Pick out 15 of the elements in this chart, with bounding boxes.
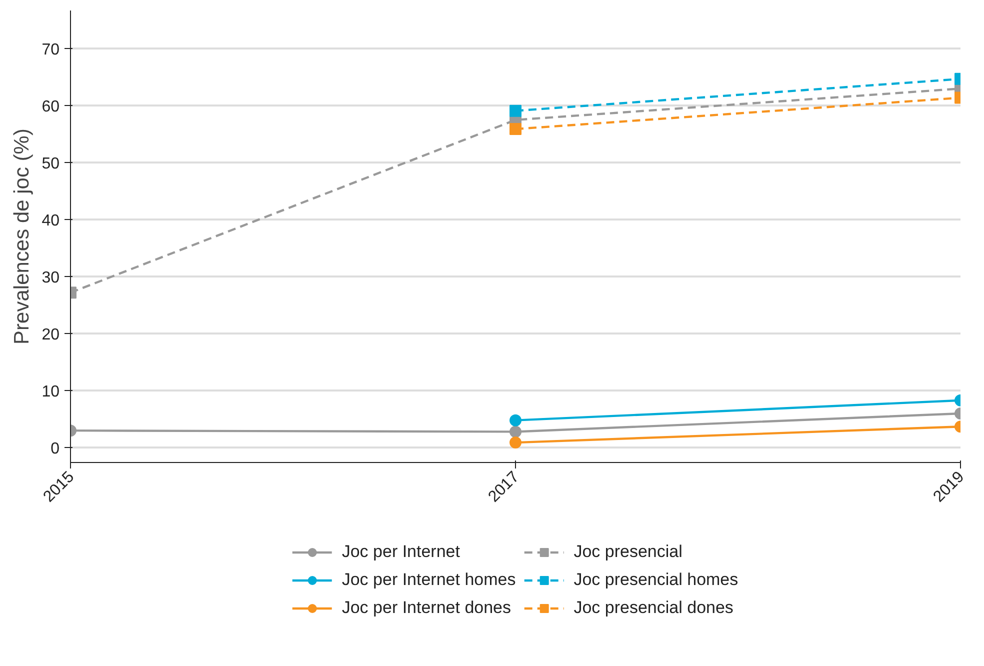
legend-label: Joc per Internet homes (342, 570, 516, 590)
y-tick-label: 40 (42, 212, 60, 230)
legend-label: Joc per Internet (342, 542, 460, 562)
y-tick-label: 60 (42, 98, 60, 116)
legend-label: Joc per Internet dones (342, 598, 512, 618)
y-tick-label: 50 (42, 156, 60, 173)
y-tick-label: 70 (42, 42, 60, 59)
y-axis-title: Prevalences de joc (%) (10, 128, 34, 344)
legend-label: Joc presencial homes (574, 570, 738, 590)
legend-label: Joc presencial (574, 542, 682, 562)
y-tick-label: 10 (42, 384, 60, 401)
y-tick-label: 0 (50, 440, 60, 458)
y-tick-label: 20 (42, 326, 60, 344)
y-tick-label: 30 (42, 270, 60, 287)
legend-label: Joc presencial dones (574, 598, 734, 618)
